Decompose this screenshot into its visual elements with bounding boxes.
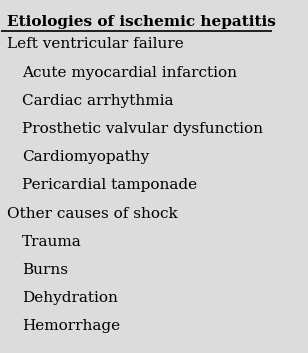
Text: Acute myocardial infarction: Acute myocardial infarction <box>22 66 237 80</box>
Text: Prosthetic valvular dysfunction: Prosthetic valvular dysfunction <box>22 122 263 136</box>
Text: Trauma: Trauma <box>22 235 81 249</box>
Text: Burns: Burns <box>22 263 68 277</box>
Text: Other causes of shock: Other causes of shock <box>7 207 177 221</box>
Text: Cardiac arrhythmia: Cardiac arrhythmia <box>22 94 173 108</box>
Text: Etiologies of ischemic hepatitis: Etiologies of ischemic hepatitis <box>7 16 276 29</box>
Text: Hemorrhage: Hemorrhage <box>22 319 120 333</box>
Text: Cardiomyopathy: Cardiomyopathy <box>22 150 149 164</box>
Text: Left ventricular failure: Left ventricular failure <box>7 37 184 52</box>
Text: Pericardial tamponade: Pericardial tamponade <box>22 178 197 192</box>
Text: Dehydration: Dehydration <box>22 291 118 305</box>
